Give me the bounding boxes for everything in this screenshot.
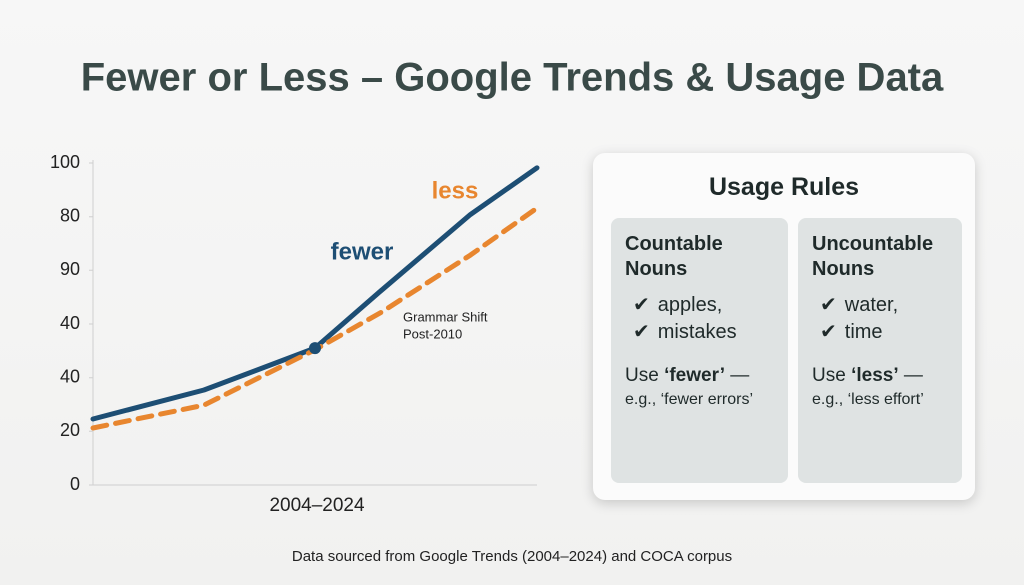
column-heading: Uncountable Nouns bbox=[812, 233, 934, 280]
check-icon: ✔ bbox=[820, 294, 837, 316]
rule-example: e.g., ‘fewer errors’ bbox=[625, 391, 754, 408]
item-text: apples, bbox=[657, 294, 723, 316]
y-tick-label: 90 bbox=[60, 259, 80, 279]
y-tick-label: 40 bbox=[60, 313, 80, 333]
check-icon: ✔ bbox=[633, 321, 650, 343]
rule-column: Uncountable Nouns ✔ water, ✔ time Use ‘less’ … bbox=[798, 218, 962, 483]
rule-column: Countable Nouns ✔ apples, ✔ mistakes Use ‘few… bbox=[611, 218, 788, 483]
series-label: fewer bbox=[331, 238, 394, 265]
annotation-text: Grammar Shift bbox=[403, 309, 488, 324]
annotation-point bbox=[309, 342, 321, 355]
y-tick-label: 40 bbox=[60, 367, 80, 387]
item-text: mistakes bbox=[657, 321, 737, 343]
usage-rules-card: Usage Rules Countable Nouns ✔ apples, ✔ mist… bbox=[593, 153, 975, 500]
example-item: ✔ mistakes bbox=[625, 319, 774, 346]
rule-suffix: — bbox=[730, 365, 750, 386]
rule-prefix: Use bbox=[625, 365, 659, 386]
annotation-text: Post-2010 bbox=[403, 326, 462, 341]
series-line bbox=[90, 165, 540, 422]
series-line bbox=[90, 205, 540, 431]
item-text: water, bbox=[844, 294, 899, 316]
card-title: Usage Rules bbox=[708, 173, 860, 201]
rule-word: ‘less’ bbox=[851, 365, 899, 386]
y-tick-label: 20 bbox=[60, 420, 80, 440]
rule-prefix: Use bbox=[812, 365, 846, 386]
check-icon: ✔ bbox=[820, 321, 837, 343]
example-item: ✔ time bbox=[812, 319, 948, 346]
x-axis-label: 2004–2024 bbox=[269, 495, 365, 516]
series-label: less bbox=[432, 177, 479, 204]
y-tick-label: 80 bbox=[60, 206, 80, 226]
footer: Data sourced from Google Trends (2004–20… bbox=[291, 548, 733, 565]
rule-example: e.g., ‘less effort’ bbox=[812, 391, 924, 408]
column-heading: Countable Nouns bbox=[625, 233, 723, 280]
y-tick-label: 0 bbox=[70, 474, 80, 494]
example-item: ✔ water, bbox=[812, 292, 948, 319]
chart-title: Fewer or Less – Google Trends & Usage Da… bbox=[81, 56, 944, 100]
rule-suffix: — bbox=[903, 365, 923, 386]
rule-line: Use ‘less’ — bbox=[812, 364, 948, 388]
example-item: ✔ apples, bbox=[625, 292, 774, 319]
rule-line: Use ‘fewer’ — bbox=[625, 364, 774, 388]
item-text: time bbox=[844, 321, 883, 343]
rule-word: ‘fewer’ bbox=[664, 365, 725, 386]
check-icon: ✔ bbox=[633, 294, 650, 316]
y-tick-label: 100 bbox=[50, 152, 80, 172]
